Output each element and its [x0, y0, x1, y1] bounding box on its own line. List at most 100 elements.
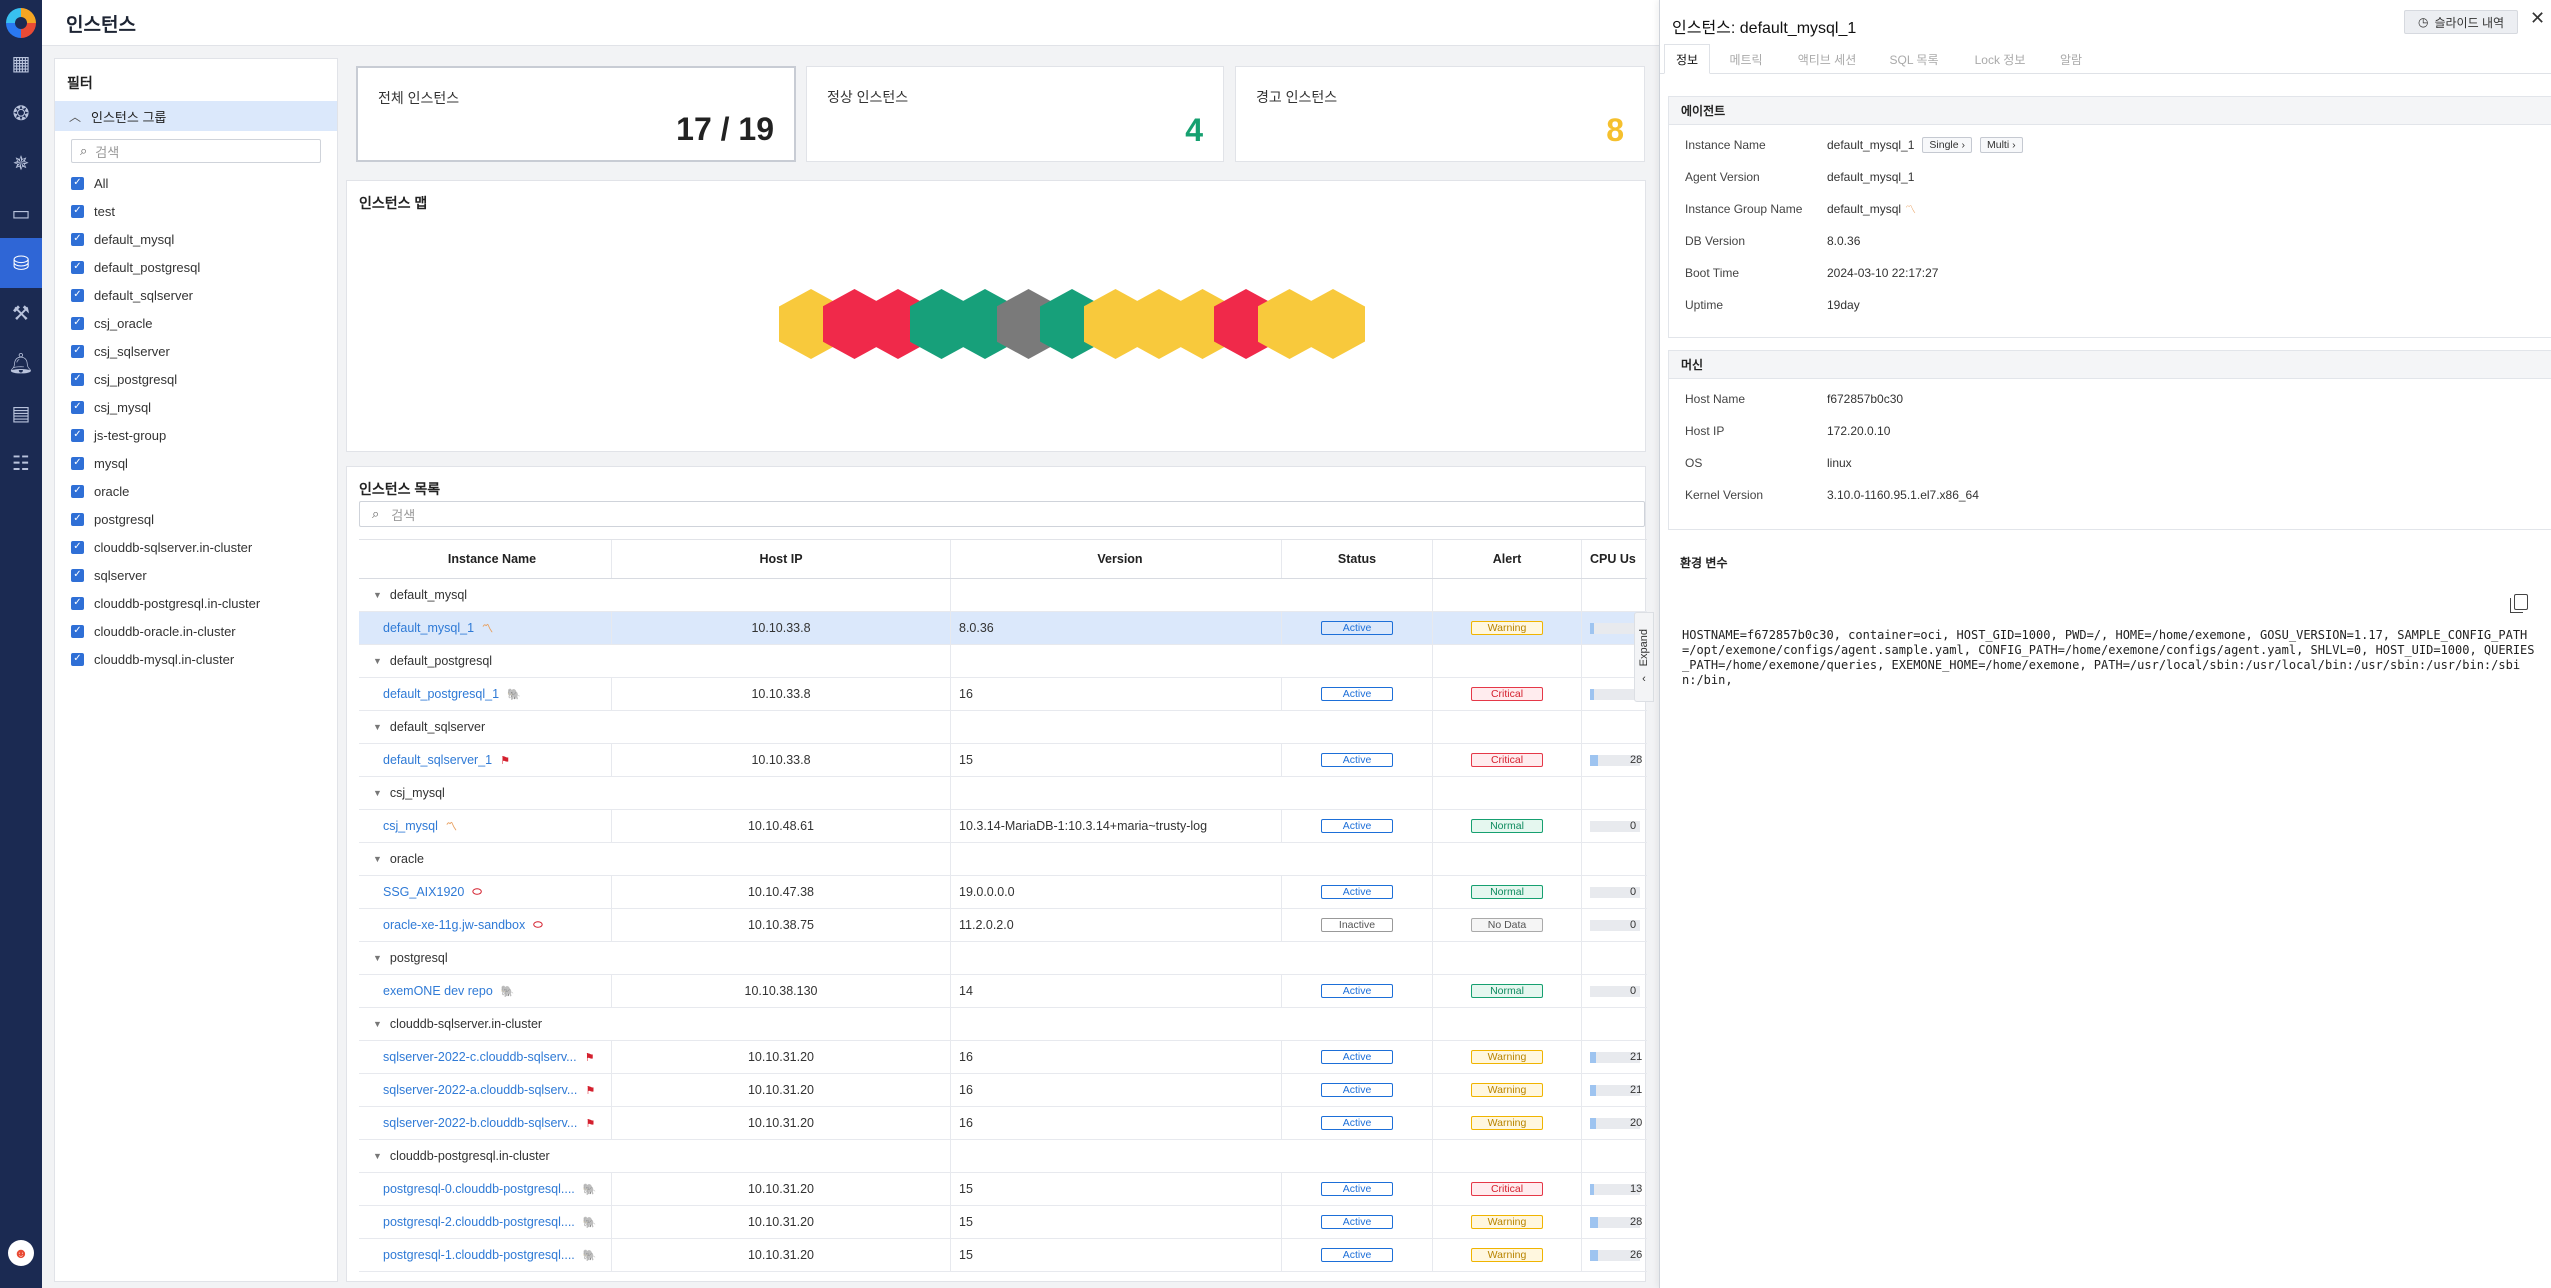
- instance-link[interactable]: default_mysql_1: [383, 621, 475, 635]
- caret-down-icon[interactable]: ▼: [373, 953, 382, 963]
- group-row[interactable]: ▼ clouddb-postgresql.in-cluster: [359, 1140, 1647, 1173]
- caret-down-icon[interactable]: ▼: [373, 854, 382, 864]
- filter-item[interactable]: ✓ mysql: [71, 449, 260, 477]
- checkbox-checked[interactable]: ✓: [71, 428, 84, 442]
- filter-item[interactable]: ✓ csj_sqlserver: [71, 337, 260, 365]
- group-row[interactable]: ▼ csj_mysql: [359, 777, 1647, 810]
- col-host-ip[interactable]: Host IP: [612, 540, 951, 578]
- checkbox-checked[interactable]: ✓: [71, 596, 84, 610]
- filter-item[interactable]: ✓ csj_oracle: [71, 309, 260, 337]
- checkbox-checked[interactable]: ✓: [71, 260, 84, 274]
- instance-link[interactable]: oracle-xe-11g.jw-sandbox: [383, 918, 526, 932]
- total-instances-card[interactable]: 전체 인스턴스 17 / 19: [356, 66, 796, 162]
- filter-item[interactable]: ✓ default_mysql: [71, 225, 260, 253]
- instance-link[interactable]: default_postgresql_1: [383, 687, 500, 701]
- filter-item[interactable]: ✓ clouddb-oracle.in-cluster: [71, 617, 260, 645]
- checkbox-checked[interactable]: ✓: [71, 316, 84, 330]
- filter-item[interactable]: ✓ csj_mysql: [71, 393, 260, 421]
- group-row[interactable]: ▼ postgresql: [359, 942, 1647, 975]
- filter-item[interactable]: ✓ sqlserver: [71, 561, 260, 589]
- table-row[interactable]: sqlserver-2022-b.clouddb-sqlserv... ⚑ 10.1…: [359, 1107, 1647, 1140]
- instance-link[interactable]: postgresql-0.clouddb-postgresql....: [383, 1182, 575, 1196]
- checkbox-checked[interactable]: ✓: [71, 512, 84, 526]
- filter-item[interactable]: ✓ js-test-group: [71, 421, 260, 449]
- group-row[interactable]: ▼ default_mysql: [359, 579, 1647, 612]
- instance-link[interactable]: postgresql-1.clouddb-postgresql....: [383, 1248, 575, 1262]
- monitor-icon[interactable]: ▭: [11, 202, 31, 225]
- tab-active-session[interactable]: 액티브 세션: [1797, 52, 1857, 67]
- caret-down-icon[interactable]: ▼: [373, 1019, 382, 1029]
- filter-item[interactable]: ✓ postgresql: [71, 505, 260, 533]
- tab-sql-list[interactable]: SQL 목록: [1889, 52, 1939, 67]
- table-row[interactable]: exemONE dev repo 🐘 10.10.38.130 14 Active Nor…: [359, 975, 1647, 1008]
- checkbox-checked[interactable]: ✓: [71, 568, 84, 582]
- instance-link[interactable]: sqlserver-2022-a.clouddb-sqlserv...: [383, 1083, 578, 1097]
- single-view-button[interactable]: Single ›: [1922, 137, 1972, 153]
- filter-item[interactable]: ✓ test: [71, 197, 260, 225]
- filter-item[interactable]: ✓ default_postgresql: [71, 253, 260, 281]
- instance-link[interactable]: sqlserver-2022-b.clouddb-sqlserv...: [383, 1116, 578, 1130]
- instance-link[interactable]: exemONE dev repo: [383, 984, 493, 998]
- filter-item[interactable]: ✓ oracle: [71, 477, 260, 505]
- caret-down-icon[interactable]: ▼: [373, 656, 382, 666]
- tab-alarm[interactable]: 알람: [2059, 52, 2083, 67]
- checkbox-checked[interactable]: ✓: [71, 344, 84, 358]
- col-cpu-usage[interactable]: CPU Us: [1590, 552, 1636, 566]
- checkbox-checked[interactable]: ✓: [71, 540, 84, 554]
- expand-button[interactable]: Expand ‹: [1634, 612, 1654, 702]
- tab-info[interactable]: 정보: [1664, 44, 1710, 74]
- instance-search-input[interactable]: ⌕ 검색: [359, 501, 1645, 527]
- report-icon[interactable]: ▤: [11, 402, 31, 425]
- checkbox-checked[interactable]: ✓: [71, 456, 84, 470]
- instance-link[interactable]: postgresql-2.clouddb-postgresql....: [383, 1215, 575, 1229]
- close-icon[interactable]: ✕: [2530, 8, 2546, 28]
- checkbox-checked[interactable]: ✓: [71, 652, 84, 666]
- instance-group-header[interactable]: ︿ 인스턴스 그룹: [55, 101, 337, 131]
- table-row[interactable]: SSG_AIX1920 ⬭ 10.10.47.38 19.0.0.0.0 Active N…: [359, 876, 1647, 909]
- col-version[interactable]: Version: [951, 540, 1282, 578]
- filter-item[interactable]: ✓ csj_postgresql: [71, 365, 260, 393]
- filter-item[interactable]: ✓ clouddb-sqlserver.in-cluster: [71, 533, 260, 561]
- table-row[interactable]: sqlserver-2022-c.clouddb-sqlserv... ⚑ 10.1…: [359, 1041, 1647, 1074]
- table-row[interactable]: postgresql-0.clouddb-postgresql.... 🐘 10.1…: [359, 1173, 1647, 1206]
- instance-hexagon[interactable]: [1301, 289, 1365, 359]
- table-row[interactable]: default_sqlserver_1 ⚑ 10.10.33.8 15 Active Cr…: [359, 744, 1647, 777]
- caret-down-icon[interactable]: ▼: [373, 590, 382, 600]
- dashboard-icon[interactable]: ▦: [11, 52, 31, 75]
- col-status[interactable]: Status: [1282, 540, 1433, 578]
- checkbox-checked[interactable]: ✓: [71, 176, 84, 190]
- filter-search-input[interactable]: ⌕ 검색: [71, 139, 321, 163]
- checkbox-checked[interactable]: ✓: [71, 400, 84, 414]
- instance-link[interactable]: SSG_AIX1920: [383, 885, 465, 899]
- group-row[interactable]: ▼ oracle: [359, 843, 1647, 876]
- user-avatar[interactable]: ☻: [8, 1240, 34, 1266]
- tools-icon[interactable]: ⚒: [12, 302, 30, 325]
- filter-item[interactable]: ✓ clouddb-mysql.in-cluster: [71, 645, 260, 673]
- table-row[interactable]: default_mysql_1 〽 10.10.33.8 8.0.36 Active Wa…: [359, 612, 1647, 645]
- warning-instances-card[interactable]: 경고 인스턴스 8: [1235, 66, 1645, 162]
- kubernetes-icon[interactable]: ✵: [12, 152, 30, 175]
- col-instance-name[interactable]: Instance Name: [359, 540, 612, 578]
- group-row[interactable]: ▼ clouddb-sqlserver.in-cluster: [359, 1008, 1647, 1041]
- filter-item[interactable]: ✓ default_sqlserver: [71, 281, 260, 309]
- clipboard-icon[interactable]: ☷: [12, 452, 30, 475]
- instance-link[interactable]: csj_mysql: [383, 819, 438, 833]
- tab-metrics[interactable]: 메트릭: [1729, 52, 1763, 67]
- caret-down-icon[interactable]: ▼: [373, 722, 382, 732]
- instance-link[interactable]: default_sqlserver_1: [383, 753, 493, 767]
- checkbox-checked[interactable]: ✓: [71, 288, 84, 302]
- table-row[interactable]: postgresql-2.clouddb-postgresql.... 🐘 10.1…: [359, 1206, 1647, 1239]
- bell-icon[interactable]: 🔔︎: [8, 352, 34, 375]
- table-row[interactable]: sqlserver-2022-a.clouddb-sqlserv... ⚑ 10.1…: [359, 1074, 1647, 1107]
- caret-down-icon[interactable]: ▼: [373, 1151, 382, 1161]
- copy-icon[interactable]: [2510, 594, 2528, 613]
- filter-item[interactable]: ✓ All: [71, 169, 260, 197]
- slide-history-button[interactable]: ◷ 슬라이드 내역: [2404, 10, 2518, 34]
- group-row[interactable]: ▼ default_sqlserver: [359, 711, 1647, 744]
- caret-down-icon[interactable]: ▼: [373, 788, 382, 798]
- instance-link[interactable]: sqlserver-2022-c.clouddb-sqlserv...: [383, 1050, 577, 1064]
- table-row[interactable]: csj_mysql 〽 10.10.48.61 10.3.14-MariaDB-1:1…: [359, 810, 1647, 843]
- checkbox-checked[interactable]: ✓: [71, 372, 84, 386]
- app-logo[interactable]: [6, 8, 36, 38]
- tab-lock-info[interactable]: Lock 정보: [1974, 52, 2026, 67]
